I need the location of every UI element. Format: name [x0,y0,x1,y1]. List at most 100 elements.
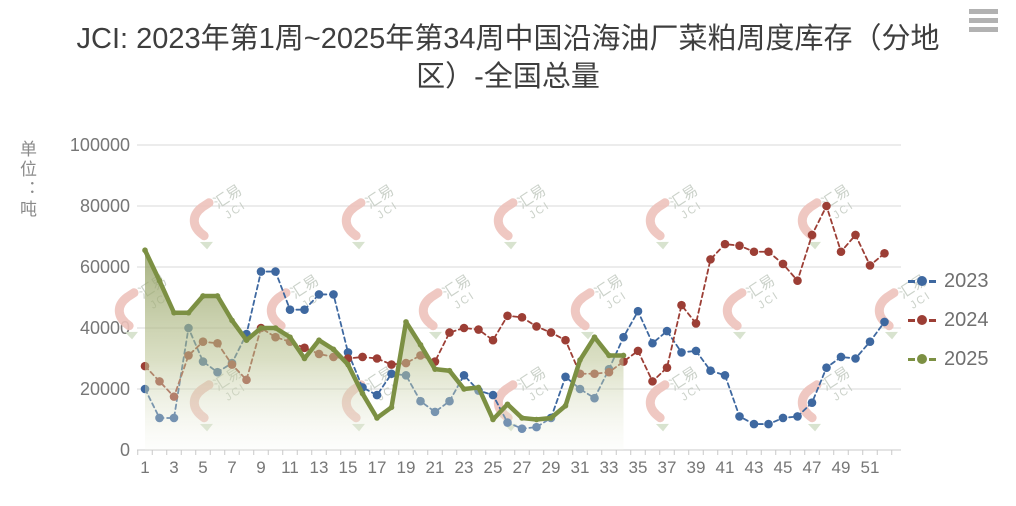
data-point-2024-w30 [561,335,570,345]
data-point-2025-w31 [577,357,583,363]
data-point-2025-w19 [403,319,409,325]
data-point-2024-w38 [677,300,686,310]
x-tick-label: 11 [281,458,299,477]
data-point-2023-w46 [793,412,802,421]
data-point-2023-w47 [807,398,817,408]
x-tick-label: 41 [716,458,735,477]
data-point-2025-w16 [359,390,366,397]
x-tick-label: 43 [745,458,764,477]
x-tick-label: 1 [140,458,149,477]
y-axis-unit-label: 单位：吨 [17,140,36,220]
x-tick-label: 47 [803,458,822,477]
data-point-2024-w12 [300,343,309,353]
legend-item-2024[interactable]: 2024 [908,307,989,333]
data-point-2025-w13 [316,337,322,344]
data-point-2025-w1 [142,247,148,254]
data-point-2023-w50 [851,354,860,363]
data-point-2025-w10 [272,325,279,331]
data-point-2023-w38 [677,348,686,357]
data-point-2025-w30 [562,402,569,409]
data-point-2024-w36 [648,377,657,386]
data-point-2023-w11 [285,305,295,315]
legend: 2023 2024 2025 [908,268,989,385]
data-point-2023-w15 [343,348,353,357]
data-point-2023-w45 [778,413,788,423]
data-point-2024-w27 [517,313,527,322]
x-tick-label: 3 [169,458,178,477]
data-point-2023-w25 [488,390,498,400]
data-point-2025-w24 [475,384,482,391]
data-point-2024-w29 [546,328,556,337]
x-tick-label: 23 [455,458,474,477]
data-point-2025-w7 [229,317,235,324]
data-point-2023-w35 [633,306,643,316]
x-tick-label: 21 [426,458,445,477]
data-point-2025-w26 [504,401,511,408]
data-point-2024-w42 [735,241,744,250]
x-tick-label: 37 [658,458,677,477]
data-point-2025-w6 [214,293,221,299]
hamburger-bar [969,9,998,14]
legend-label: 2023 [944,269,989,292]
data-point-2025-w27 [519,415,525,421]
x-tick-label: 19 [397,458,416,477]
data-point-2025-w23 [461,386,467,392]
y-tick-label: 100000 [70,135,130,155]
data-point-2023-w36 [648,338,657,348]
data-point-2024-w46 [793,276,802,286]
data-point-2025-w21 [432,366,438,372]
x-tick-label: 33 [600,458,619,477]
legend-line-dot-icon [908,276,936,286]
data-point-2023-w17 [372,390,382,400]
data-point-2025-w17 [374,415,380,421]
data-point-2025-w28 [533,416,540,423]
y-tick-label: 0 [120,440,130,460]
data-point-2023-w39 [691,346,701,356]
y-tick-label: 60000 [80,257,130,277]
x-tick-label: 27 [513,458,532,477]
data-point-2024-w23 [459,323,469,333]
hamburger-bar [969,18,998,23]
data-point-2023-w48 [822,363,831,372]
legend-item-2025[interactable]: 2025 [908,346,989,372]
data-point-2024-w50 [851,230,860,240]
data-point-2025-w2 [156,277,163,284]
data-point-2024-w16 [358,352,367,362]
data-point-2024-w45 [778,259,788,269]
data-point-2024-w17 [372,354,382,363]
y-tick-label: 80000 [80,196,130,216]
data-point-2023-w13 [314,290,324,299]
x-tick-label: 7 [227,458,236,477]
data-point-2025-w12 [301,355,308,362]
data-point-2025-w22 [446,367,453,374]
legend-item-2023[interactable]: 2023 [908,268,989,294]
data-point-2023-w30 [561,372,570,382]
data-point-2025-w32 [591,334,598,340]
data-point-2025-w5 [200,293,206,299]
x-tick-label: 51 [861,458,880,477]
hamburger-bar [969,27,998,32]
x-tick-label: 29 [542,458,561,477]
data-point-2025-w4 [185,309,192,316]
data-point-2024-w49 [836,247,846,257]
data-point-2025-w25 [490,416,496,423]
legend-line-dot-icon [908,315,936,325]
data-point-2023-w43 [749,419,759,429]
data-point-2025-w20 [417,341,424,348]
data-point-2024-w47 [807,230,817,240]
legend-label: 2025 [944,347,989,370]
data-point-2025-w15 [345,361,351,368]
area-2025 [145,250,624,450]
data-point-2023-w37 [662,326,672,336]
data-point-2023-w49 [836,352,846,362]
data-point-2024-w37 [662,363,672,372]
hamburger-menu-icon[interactable] [969,9,998,36]
data-point-2025-w3 [171,309,177,316]
